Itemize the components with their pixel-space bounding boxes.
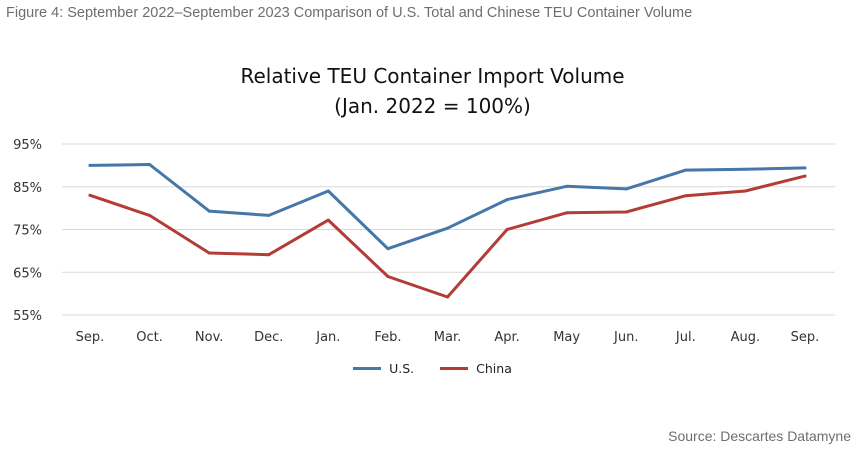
legend-swatch-china xyxy=(440,367,469,370)
data-point-china xyxy=(505,228,509,231)
x-tick-label: Jul. xyxy=(675,330,696,345)
y-tick-label: 95% xyxy=(13,138,42,153)
y-tick-label: 85% xyxy=(13,181,42,196)
data-point-china xyxy=(803,174,807,178)
data-point-us xyxy=(684,168,688,172)
x-tick-label: Feb. xyxy=(374,330,401,345)
x-tick-label: May xyxy=(553,330,580,345)
data-point-us xyxy=(803,166,807,170)
data-point-us xyxy=(207,209,211,213)
legend-label-china: China xyxy=(476,361,512,376)
data-point-china xyxy=(207,251,211,255)
data-point-us xyxy=(446,226,449,230)
legend-item-us: U.S. xyxy=(353,361,414,376)
x-tick-label: Aug. xyxy=(731,330,761,345)
chart-title: Relative TEU Container Import Volume xyxy=(240,64,625,88)
x-tick-label: Sep. xyxy=(791,330,820,345)
y-tick-label: 55% xyxy=(13,309,42,324)
data-point-us xyxy=(326,189,330,193)
data-point-us xyxy=(505,198,509,202)
x-tick-label: Mar. xyxy=(434,330,461,345)
source-note: Source: Descartes Datamyne xyxy=(668,428,851,444)
data-point-us xyxy=(565,184,569,188)
legend-swatch-us xyxy=(353,367,382,370)
data-point-us xyxy=(624,187,628,191)
data-point-china xyxy=(565,211,569,215)
x-tick-label: Apr. xyxy=(494,330,519,345)
data-point-china xyxy=(386,275,390,279)
data-point-us xyxy=(267,213,271,217)
data-point-china xyxy=(446,295,449,299)
chart-legend: U.S. China xyxy=(0,361,865,376)
figure-caption: Figure 4: September 2022–September 2023 … xyxy=(6,5,693,21)
data-point-china xyxy=(88,193,92,197)
data-point-china xyxy=(743,189,747,193)
x-tick-label: Nov. xyxy=(195,330,224,345)
legend-label-us: U.S. xyxy=(389,361,415,376)
y-tick-label: 65% xyxy=(13,266,42,281)
data-point-china xyxy=(624,210,628,214)
series-line-us xyxy=(88,163,807,251)
series-line-china xyxy=(88,174,807,299)
data-point-us xyxy=(386,247,390,251)
y-tick-label: 75% xyxy=(13,224,42,239)
data-point-china xyxy=(684,194,688,198)
data-point-china xyxy=(148,213,152,217)
data-point-us xyxy=(743,167,747,171)
x-tick-label: Jun. xyxy=(613,330,638,345)
legend-item-china: China xyxy=(440,361,512,376)
x-tick-label: Jan. xyxy=(315,330,340,345)
data-point-china xyxy=(326,218,330,222)
x-tick-label: Oct. xyxy=(136,330,163,345)
data-point-china xyxy=(267,253,271,257)
x-tick-label: Sep. xyxy=(76,330,105,345)
chart-subtitle: (Jan. 2022 = 100%) xyxy=(334,94,531,118)
data-point-us xyxy=(88,163,92,167)
data-point-us xyxy=(148,163,152,167)
x-tick-label: Dec. xyxy=(254,330,283,345)
